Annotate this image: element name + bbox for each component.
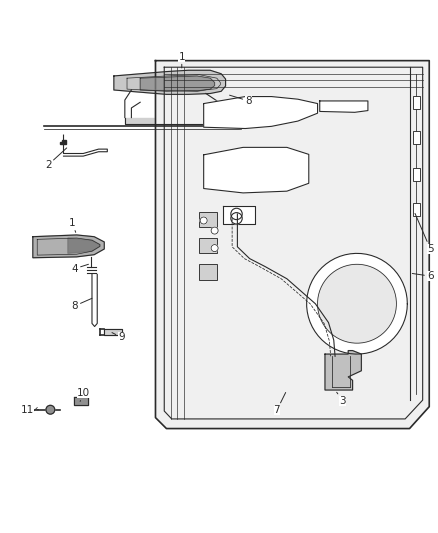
Text: 4: 4: [71, 264, 88, 273]
Text: 8: 8: [71, 298, 92, 311]
Polygon shape: [320, 101, 368, 112]
Polygon shape: [223, 206, 255, 223]
Text: 2: 2: [45, 148, 67, 170]
Circle shape: [231, 208, 242, 220]
Bar: [199, 264, 217, 280]
Bar: [199, 212, 217, 227]
Text: 9: 9: [112, 333, 125, 343]
Text: 5: 5: [415, 213, 434, 254]
Text: 8: 8: [230, 95, 252, 106]
Text: 1: 1: [178, 52, 185, 68]
Circle shape: [231, 213, 242, 224]
Bar: [413, 203, 420, 216]
Text: 7: 7: [273, 392, 286, 415]
Bar: [413, 96, 420, 109]
Polygon shape: [140, 76, 215, 91]
Polygon shape: [204, 96, 318, 128]
Polygon shape: [68, 238, 100, 253]
Circle shape: [46, 405, 55, 414]
Polygon shape: [104, 329, 122, 335]
Polygon shape: [325, 351, 361, 390]
Text: 1: 1: [69, 218, 76, 232]
Polygon shape: [33, 235, 104, 258]
Polygon shape: [155, 61, 429, 429]
Polygon shape: [204, 147, 309, 193]
Bar: [199, 238, 217, 253]
Circle shape: [211, 227, 218, 234]
Polygon shape: [125, 118, 219, 124]
Circle shape: [318, 264, 396, 343]
Text: 3: 3: [337, 392, 346, 406]
Text: 10: 10: [77, 388, 90, 401]
Circle shape: [200, 217, 207, 224]
Polygon shape: [307, 253, 407, 354]
Bar: [413, 131, 420, 144]
Circle shape: [211, 245, 218, 252]
Text: 6: 6: [412, 271, 434, 281]
Polygon shape: [114, 70, 226, 94]
Bar: [413, 168, 420, 181]
Polygon shape: [74, 397, 88, 405]
Text: 11: 11: [21, 405, 39, 415]
